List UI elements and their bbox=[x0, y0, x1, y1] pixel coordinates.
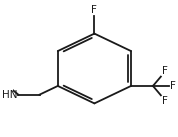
Text: F: F bbox=[161, 96, 167, 106]
Text: HN: HN bbox=[2, 90, 18, 100]
Text: F: F bbox=[161, 66, 167, 76]
Text: F: F bbox=[91, 5, 97, 15]
Text: F: F bbox=[170, 81, 176, 91]
